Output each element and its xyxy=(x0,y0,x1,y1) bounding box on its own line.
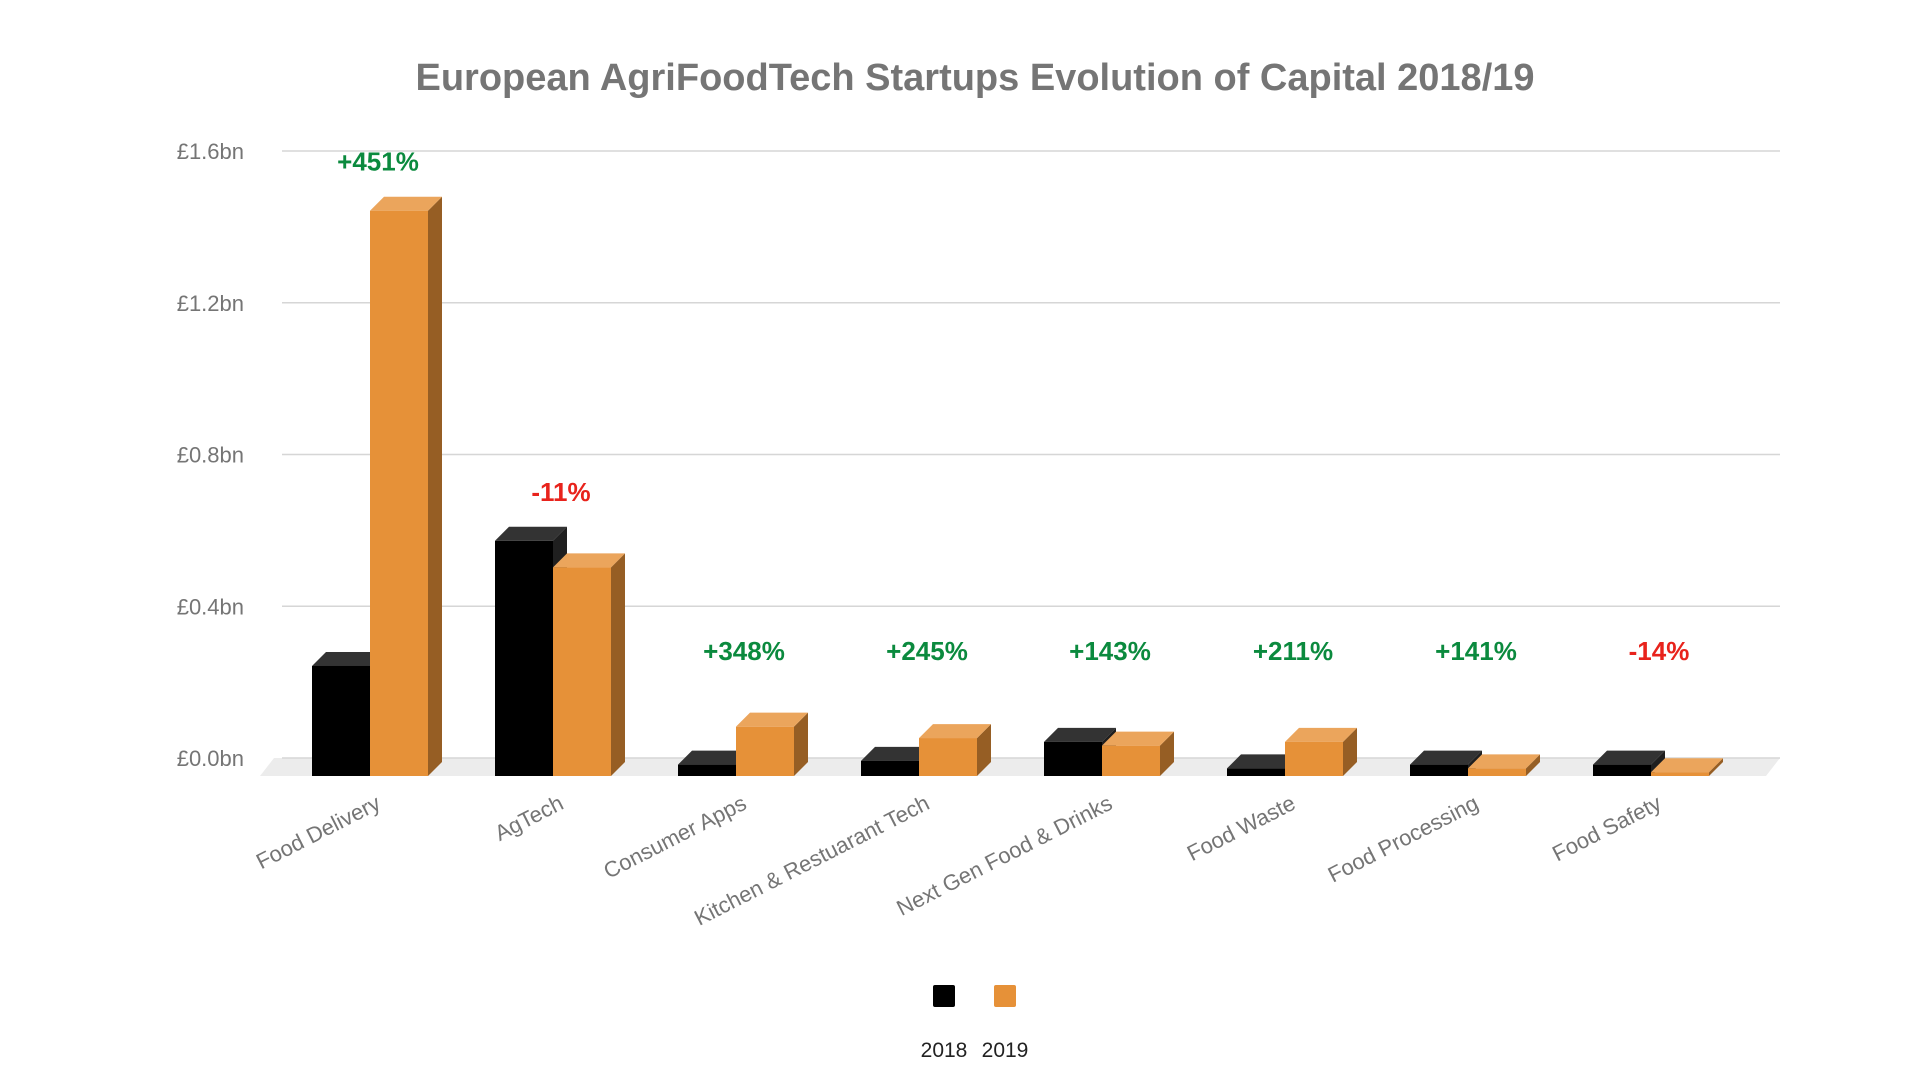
bar-2019-agtech-front xyxy=(553,567,611,776)
y-tick-label: £0.8bn xyxy=(177,443,244,468)
bar-2019-food-safety-side xyxy=(1709,758,1723,776)
bar-2018-kitchen-and-restuarant-tech xyxy=(861,746,933,776)
bar-2018-next-gen-food-and-drinks-front xyxy=(1044,741,1102,776)
bar-2019-food-delivery-front xyxy=(370,210,428,776)
change-label-food-safety: -14% xyxy=(1629,636,1690,666)
bar-2019-food-waste-side xyxy=(1343,727,1357,776)
floor-plane xyxy=(260,758,1780,776)
change-label-agtech: -11% xyxy=(531,477,590,507)
bar-2019-consumer-apps-side xyxy=(794,712,808,776)
x-tick-label-food-processing: Food Processing xyxy=(1324,790,1482,887)
bar-2019-food-delivery-top xyxy=(370,196,442,211)
change-annotations: +451% -11% +348% +245% +143% +211% +141% -14% xyxy=(337,147,1689,666)
bar-2019-consumer-apps xyxy=(736,712,808,776)
bar-2019-food-waste xyxy=(1285,727,1357,776)
bar-2018-kitchen-and-restuarant-tech-top xyxy=(861,746,933,761)
bar-2018-next-gen-food-and-drinks-top xyxy=(1044,727,1116,742)
bar-2018-food-delivery-top xyxy=(312,651,384,666)
bar-2019-next-gen-food-and-drinks-front xyxy=(1102,745,1160,776)
bar-2019-food-processing xyxy=(1468,754,1540,776)
bar-2019-food-processing-side xyxy=(1526,754,1540,776)
bar-2019-next-gen-food-and-drinks-top xyxy=(1102,731,1174,746)
change-label-kitchen-and-restuarant-tech: +245% xyxy=(886,636,968,666)
legend-swatch-2019 xyxy=(994,985,1016,1007)
y-tick-label: £0.0bn xyxy=(177,746,244,771)
y-tick-label: £1.6bn xyxy=(177,139,244,164)
bar-2018-consumer-apps-front xyxy=(678,764,736,776)
chart-floor xyxy=(260,758,1780,776)
x-tick-label-consumer-apps: Consumer Apps xyxy=(599,790,750,883)
bar-2019-consumer-apps-top xyxy=(736,712,808,727)
legend-label-2019: 2019 xyxy=(982,1039,1029,1062)
change-label-consumer-apps: +348% xyxy=(703,636,785,666)
bar-2019-kitchen-and-restuarant-tech-top xyxy=(919,724,991,739)
bar-2018-agtech-top xyxy=(495,526,567,541)
bar-2018-food-processing-top xyxy=(1410,750,1482,765)
change-label-food-processing: +141% xyxy=(1435,636,1517,666)
bar-2019-agtech-side xyxy=(611,553,625,776)
bar-2018-food-safety-top xyxy=(1593,750,1665,765)
bars xyxy=(312,196,1723,776)
bar-2019-food-safety xyxy=(1651,758,1723,776)
legend-label-2018: 2018 xyxy=(921,1039,968,1062)
bar-2019-food-safety-top xyxy=(1651,758,1723,773)
bar-2019-agtech xyxy=(553,553,625,776)
change-label-food-delivery: +451% xyxy=(337,147,419,177)
bar-2019-food-waste-top xyxy=(1285,727,1357,742)
category-labels: Food Delivery AgTech Consumer AppsKitchen … xyxy=(252,790,1665,930)
bar-2018-food-waste-top xyxy=(1227,754,1299,769)
bar-2018-agtech-front xyxy=(495,540,553,776)
y-axis-ticks: £0.0bn £0.4bn £0.8bn £1.2bn £1.6bn xyxy=(177,139,244,771)
chart-title: European AgriFoodTech Startups Evolution… xyxy=(415,57,1534,99)
bar-2018-food-processing-front xyxy=(1410,764,1468,776)
bar-2018-consumer-apps-top xyxy=(678,750,750,765)
bar-2019-next-gen-food-and-drinks xyxy=(1102,731,1174,776)
bar-2019-food-delivery xyxy=(370,196,442,776)
y-tick-label: £0.4bn xyxy=(177,594,244,619)
legend-swatch-2018 xyxy=(933,985,955,1007)
bar-2018-kitchen-and-restuarant-tech-front xyxy=(861,760,919,776)
bar-2019-next-gen-food-and-drinks-side xyxy=(1160,731,1174,776)
y-tick-label: £1.2bn xyxy=(177,291,244,316)
bar-2018-food-delivery-front xyxy=(312,665,370,776)
x-tick-label-agtech: AgTech xyxy=(491,790,568,846)
x-tick-label-food-safety: Food Safety xyxy=(1548,790,1665,866)
bar-2019-consumer-apps-front xyxy=(736,726,794,776)
x-tick-label-food-waste: Food Waste xyxy=(1183,790,1299,866)
bar-2019-kitchen-and-restuarant-tech xyxy=(919,724,991,776)
bar-2018-food-waste-front xyxy=(1227,768,1285,776)
bar-2018-food-safety-front xyxy=(1593,764,1651,776)
bar-2019-food-processing-top xyxy=(1468,754,1540,769)
bar-2019-food-delivery-side xyxy=(428,196,442,776)
legend: 2018 2019 xyxy=(921,985,1029,1062)
bar-2019-kitchen-and-restuarant-tech-front xyxy=(919,738,977,776)
bar-2019-agtech-top xyxy=(553,553,625,568)
bar-2019-food-waste-front xyxy=(1285,741,1343,776)
bar-2019-food-processing-front xyxy=(1468,768,1526,776)
change-label-food-waste: +211% xyxy=(1253,636,1333,666)
x-tick-label-food-delivery: Food Delivery xyxy=(252,790,384,874)
bar-2019-food-safety-front xyxy=(1651,772,1709,776)
change-label-next-gen-food-and-drinks: +143% xyxy=(1069,636,1151,666)
bar-2019-kitchen-and-restuarant-tech-side xyxy=(977,724,991,776)
